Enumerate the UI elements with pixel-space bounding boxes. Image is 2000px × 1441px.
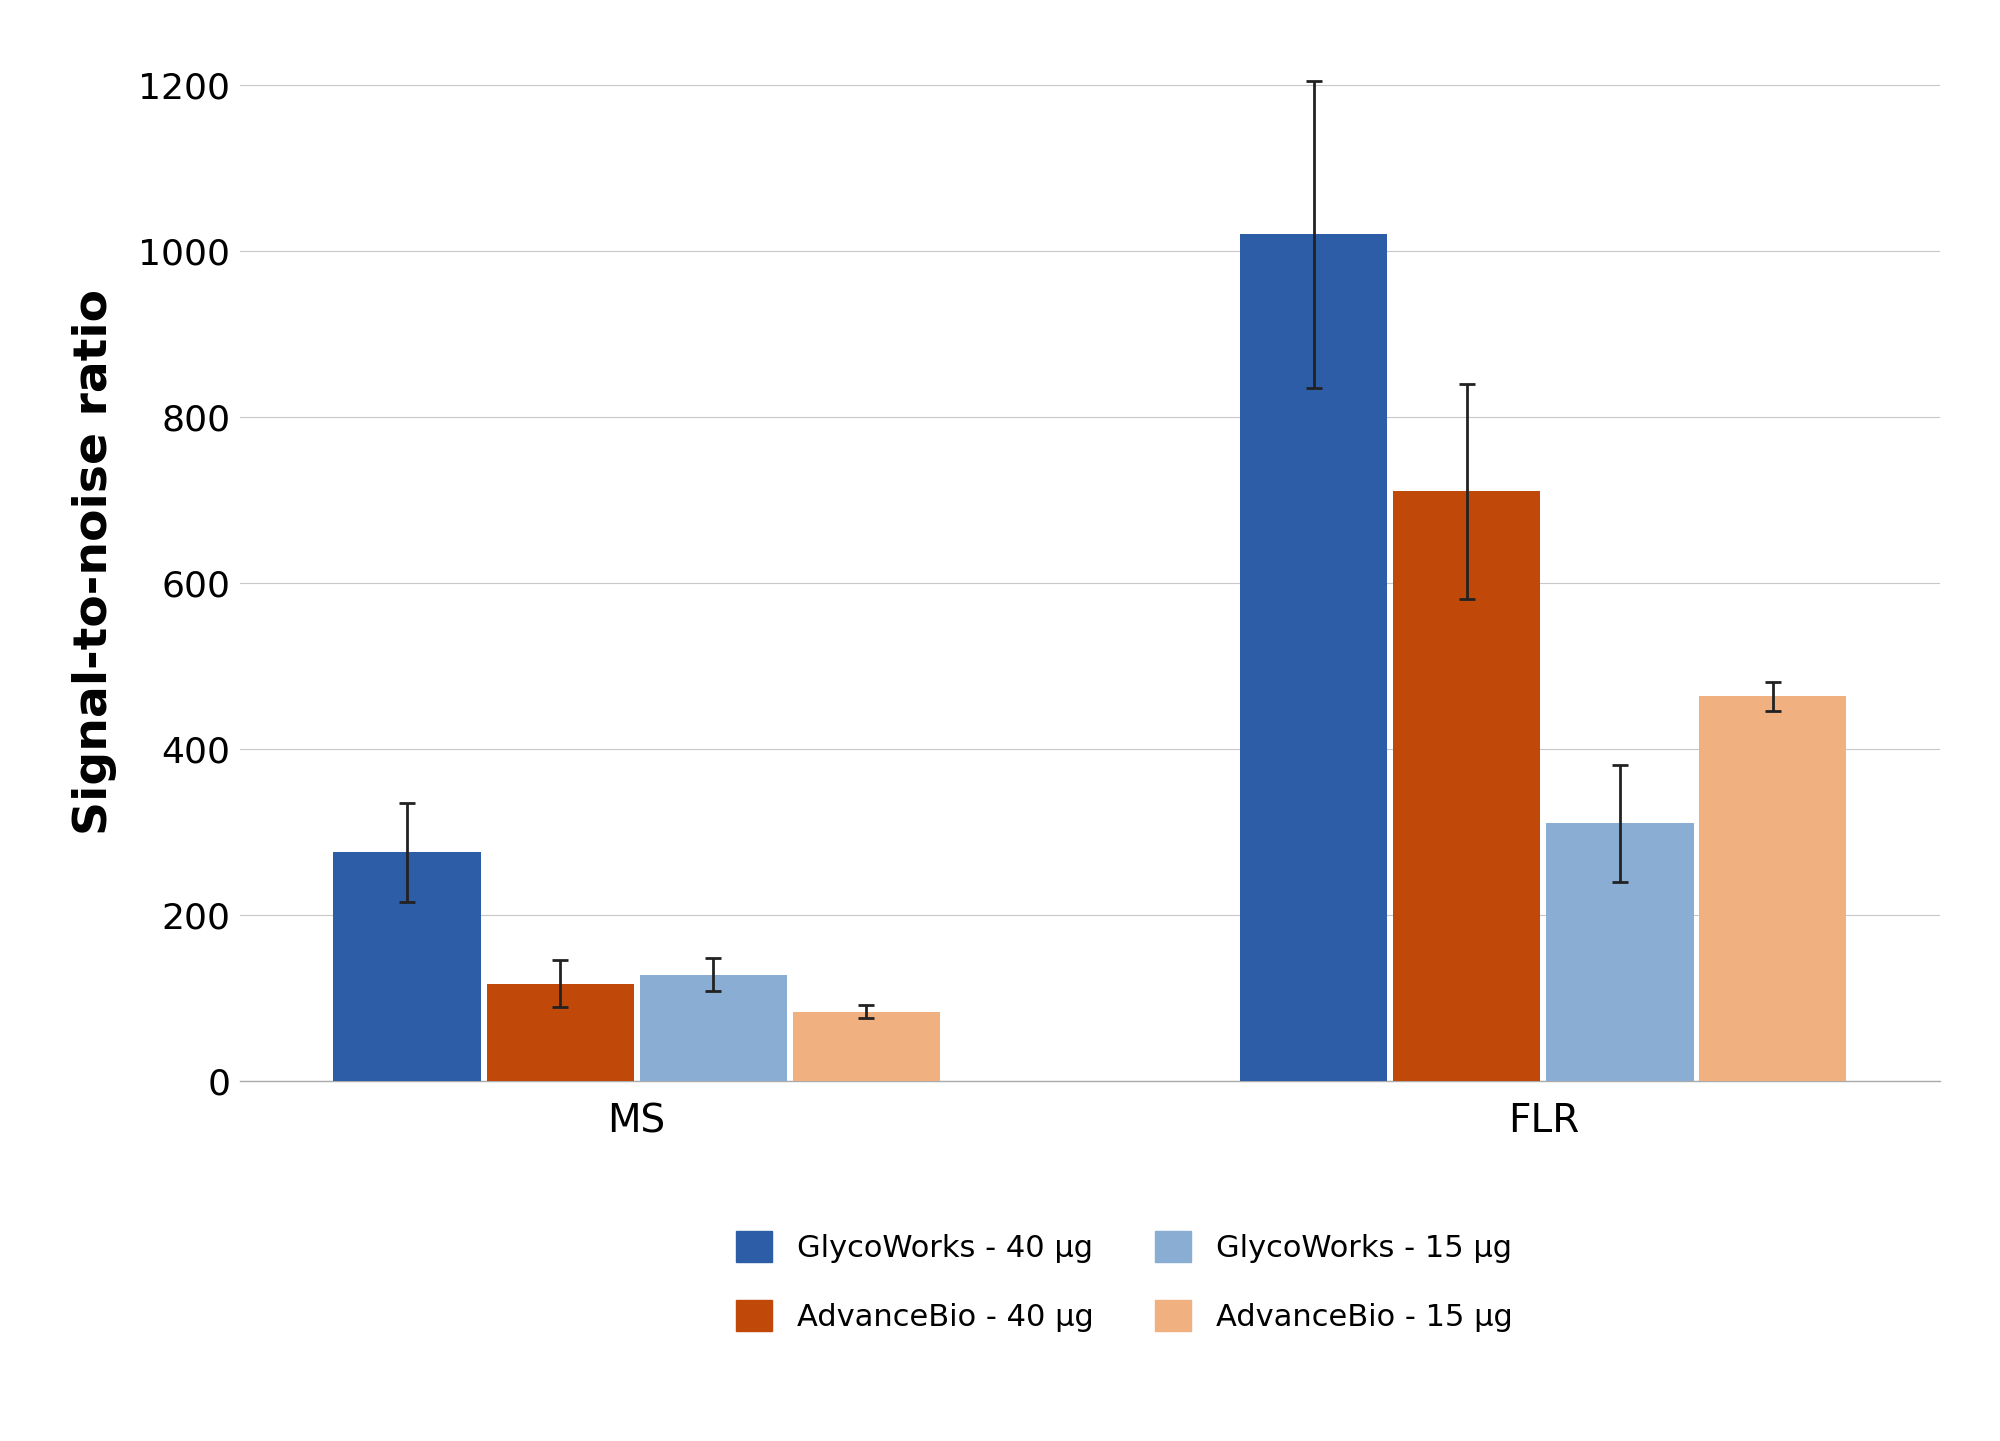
Bar — [792, 1012, 940, 1081]
Legend: GlycoWorks - 40 μg, AdvanceBio - 40 μg, GlycoWorks - 15 μg, AdvanceBio - 15 μg: GlycoWorks - 40 μg, AdvanceBio - 40 μg, … — [736, 1231, 1512, 1331]
Bar — [1700, 696, 1846, 1081]
Bar — [1394, 491, 1540, 1081]
Bar — [334, 853, 480, 1081]
Bar — [1240, 233, 1388, 1081]
Bar — [640, 974, 786, 1081]
Bar — [486, 984, 634, 1081]
Bar — [1546, 823, 1694, 1081]
Y-axis label: Signal-to-noise ratio: Signal-to-noise ratio — [72, 290, 118, 834]
